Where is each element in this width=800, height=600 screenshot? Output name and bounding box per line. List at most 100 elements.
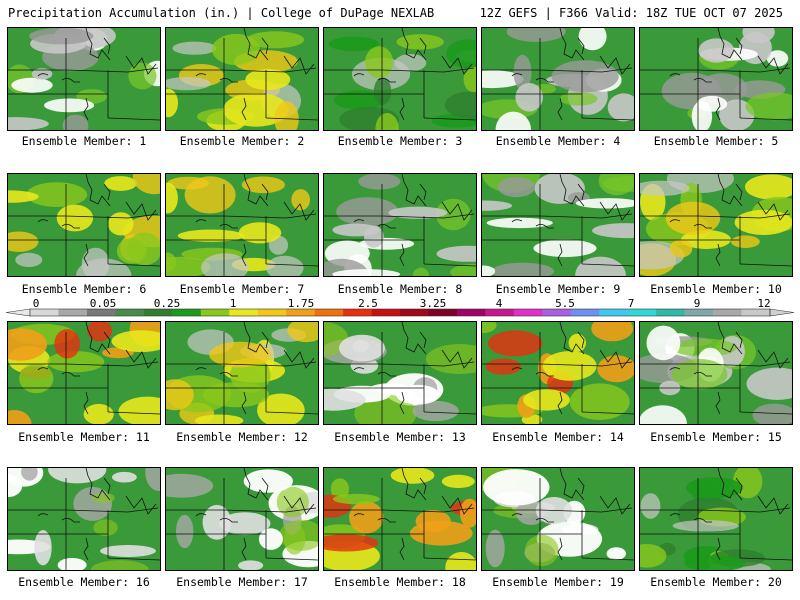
ensemble-member-map: [639, 27, 793, 131]
ensemble-member-map: [323, 467, 477, 571]
colorbar-segment: [86, 309, 116, 316]
ensemble-member-label: Ensemble Member: 19: [492, 575, 624, 589]
colorbar-tick-label: 0.05: [89, 297, 117, 310]
colorbar-segment: [58, 309, 88, 316]
ensemble-member-map: [7, 321, 161, 425]
precip-colorbar: [5, 308, 795, 317]
colorbar-segment: [599, 309, 628, 316]
ensemble-member-map: [165, 321, 319, 425]
colorbar-tick-label: 5.5: [555, 297, 575, 310]
colorbar-tick-label: 2.5: [358, 297, 378, 310]
ensemble-member-label: Ensemble Member: 7: [179, 282, 305, 296]
colorbar-segment: [314, 309, 344, 316]
colorbar-segment: [627, 309, 657, 316]
ensemble-member-label: Ensemble Member: 1: [21, 134, 147, 148]
colorbar-segment: [229, 309, 258, 316]
colorbar-min-arrow: [5, 308, 31, 317]
colorbar-segment: [428, 309, 458, 316]
ensemble-member-map: [639, 321, 793, 425]
colorbar-tick-label: 4: [495, 297, 503, 310]
ensemble-member-label: Ensemble Member: 11: [18, 430, 150, 444]
ensemble-member-map: [323, 27, 477, 131]
precip-field: [8, 322, 160, 424]
precip-field: [324, 174, 476, 276]
precip-field: [324, 322, 476, 424]
ensemble-member-map: [165, 467, 319, 571]
colorbar-segment: [371, 309, 401, 316]
colorbar-segment: [513, 309, 543, 316]
ensemble-member-label: Ensemble Member: 14: [492, 430, 624, 444]
ensemble-member-label: Ensemble Member: 12: [176, 430, 308, 444]
ensemble-member-map: [7, 467, 161, 571]
colorbar-segment: [485, 309, 515, 316]
ensemble-member-map: [165, 27, 319, 131]
precip-field: [482, 322, 634, 424]
colorbar-tick-label: 12: [757, 297, 771, 310]
precip-field: [166, 174, 318, 276]
ensemble-member-label: Ensemble Member: 18: [334, 575, 466, 589]
precip-field: [640, 174, 792, 276]
precip-field: [482, 28, 634, 130]
colorbar-segment: [200, 309, 230, 316]
ensemble-member-label: Ensemble Member: 6: [21, 282, 147, 296]
colorbar-segment: [542, 309, 572, 316]
colorbar-segment: [172, 309, 202, 316]
precip-field: [166, 468, 318, 570]
colorbar-segment: [741, 309, 771, 316]
ensemble-member-map: [481, 27, 635, 131]
colorbar-segment: [400, 309, 429, 316]
precip-field: [324, 28, 476, 130]
colorbar-segment: [257, 309, 287, 316]
colorbar-segment: [456, 309, 486, 316]
colorbar-segment: [684, 309, 714, 316]
colorbar-segment: [143, 309, 173, 316]
precip-field: [640, 28, 792, 130]
precip-field: [8, 174, 160, 276]
ensemble-member-map: [481, 173, 635, 277]
ensemble-member-map: [481, 321, 635, 425]
ensemble-member-label: Ensemble Member: 17: [176, 575, 308, 589]
colorbar-tick-label: 1: [229, 297, 237, 310]
colorbar-tick-label: 7: [627, 297, 635, 310]
ensemble-member-label: Ensemble Member: 13: [334, 430, 466, 444]
precip-field: [640, 468, 792, 570]
ensemble-member-label: Ensemble Member: 9: [495, 282, 621, 296]
colorbar-tick-label: 0.25: [153, 297, 181, 310]
ensemble-member-label: Ensemble Member: 16: [18, 575, 150, 589]
run-info: 12Z GEFS | F366 Valid: 18Z TUE OCT 07 20…: [479, 6, 783, 20]
ensemble-member-label: Ensemble Member: 3: [337, 134, 463, 148]
precip-field: [166, 322, 318, 424]
ensemble-member-map: [481, 467, 635, 571]
precip-field: [640, 322, 792, 424]
ensemble-member-label: Ensemble Member: 10: [650, 282, 782, 296]
ensemble-member-label: Ensemble Member: 4: [495, 134, 621, 148]
precip-field: [482, 174, 634, 276]
ensemble-member-map: [165, 173, 319, 277]
precip-field: [324, 468, 476, 570]
ensemble-member-map: [7, 173, 161, 277]
ensemble-member-map: [7, 27, 161, 131]
colorbar-segment: [570, 309, 600, 316]
ensemble-member-map: [323, 321, 477, 425]
colorbar-segment: [30, 309, 59, 316]
ensemble-member-label: Ensemble Member: 15: [650, 430, 782, 444]
ensemble-member-label: Ensemble Member: 8: [337, 282, 463, 296]
precip-field: [8, 28, 160, 130]
precip-field: [8, 468, 160, 570]
colorbar-tick-label: 1.75: [287, 297, 315, 310]
precip-field: [482, 468, 634, 570]
ensemble-member-label: Ensemble Member: 20: [650, 575, 782, 589]
colorbar-segment: [656, 309, 685, 316]
colorbar-tick-label: 0: [32, 297, 40, 310]
colorbar-segment: [713, 309, 742, 316]
colorbar-tick-label: 9: [693, 297, 701, 310]
colorbar-segment: [286, 309, 315, 316]
precip-field: [166, 28, 318, 130]
ensemble-member-label: Ensemble Member: 2: [179, 134, 305, 148]
ensemble-member-label: Ensemble Member: 5: [653, 134, 779, 148]
ensemble-member-map: [323, 173, 477, 277]
colorbar-tick-label: 3.25: [419, 297, 447, 310]
colorbar-max-arrow: [769, 308, 795, 317]
map-title: Precipitation Accumulation (in.) | Colle…: [8, 6, 435, 20]
colorbar-segment: [115, 309, 145, 316]
